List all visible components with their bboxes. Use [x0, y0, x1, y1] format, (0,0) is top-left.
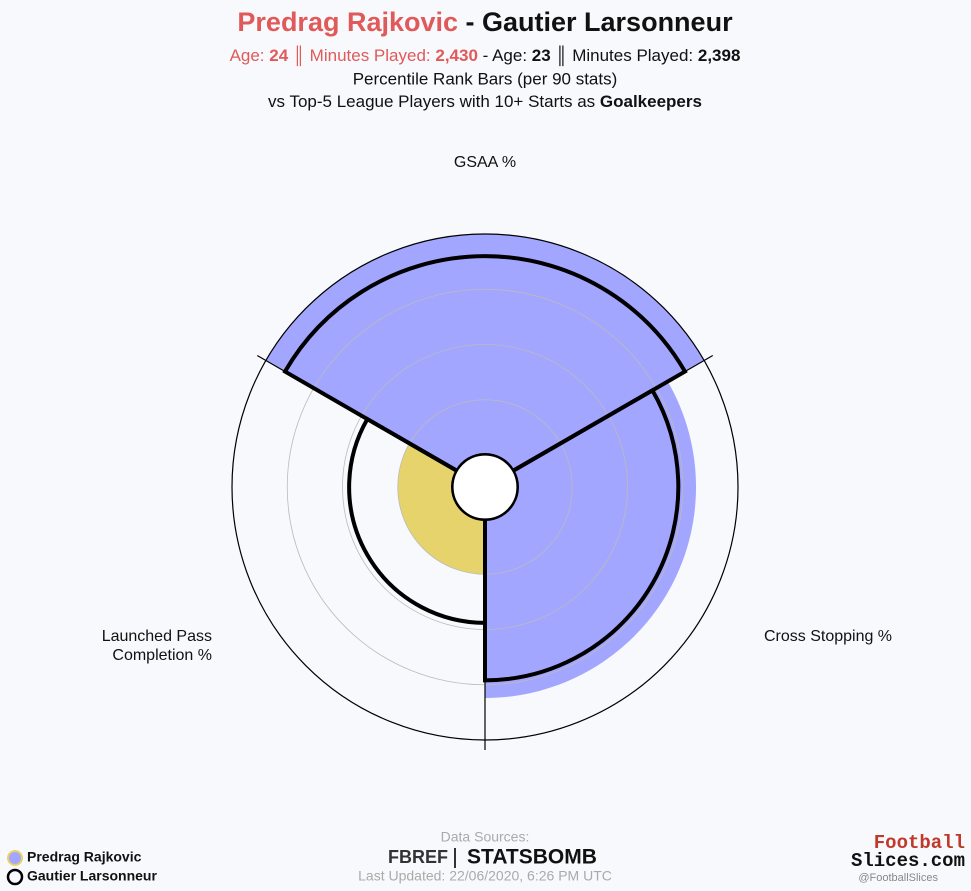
source-fbref: FBREF [388, 847, 448, 867]
description-part: Goalkeepers [600, 92, 702, 111]
subtitle-part: Age: [230, 46, 270, 65]
subtitle-part: ║ Minutes Played: [288, 45, 435, 67]
subtitle-part: - Age: [478, 46, 532, 65]
subtitle-part: 2,398 [698, 46, 741, 65]
center-hole [452, 454, 518, 520]
brand-handle: @FootballSlices [858, 872, 938, 884]
subtitle-part: 23 [532, 46, 551, 65]
subtitle: Age: 24 ║ Minutes Played: 2,430 - Age: 2… [230, 45, 741, 67]
title-separator: - [458, 7, 482, 37]
title-player1: Predrag Rajkovic [237, 7, 458, 37]
description: vs Top-5 League Players with 10+ Starts … [268, 92, 702, 111]
category-label: GSAA % [454, 154, 516, 171]
last-updated: Last Updated: 22/06/2020, 6:26 PM UTC [358, 868, 612, 884]
brand-line2: Slices.com [851, 850, 965, 872]
bar [485, 381, 697, 699]
sources-label: Data Sources: [441, 829, 530, 845]
subtitle-part: 2,430 [435, 46, 478, 65]
legend-label: Gautier Larsonneur [27, 868, 157, 884]
description-part: vs Top-5 League Players with 10+ Starts … [268, 92, 600, 111]
bar [397, 443, 485, 575]
legend-marker [7, 850, 23, 866]
subtitle-part: ║ Minutes Played: [551, 45, 698, 67]
subtitle-part: 24 [269, 46, 288, 65]
category-label: Cross Stopping % [764, 628, 892, 645]
legend-marker [6, 868, 24, 886]
chart-title: Predrag Rajkovic - Gautier Larsonneur [237, 7, 733, 37]
category-label: Launched Pass Completion % [102, 628, 212, 664]
brand-line1: Football [874, 832, 965, 854]
source-statsbomb: STATSBOMB [467, 846, 597, 869]
bar [265, 233, 705, 471]
legend: Predrag Rajkovic Gautier Larsonneur [6, 849, 157, 886]
description: Percentile Rank Bars (per 90 stats) [353, 69, 618, 88]
plot: GSAA % Cross Stopping % Launched Pass Compl… [102, 154, 892, 750]
title-player2: Gautier Larsonneur [482, 7, 733, 37]
legend-label: Predrag Rajkovic [27, 849, 142, 865]
